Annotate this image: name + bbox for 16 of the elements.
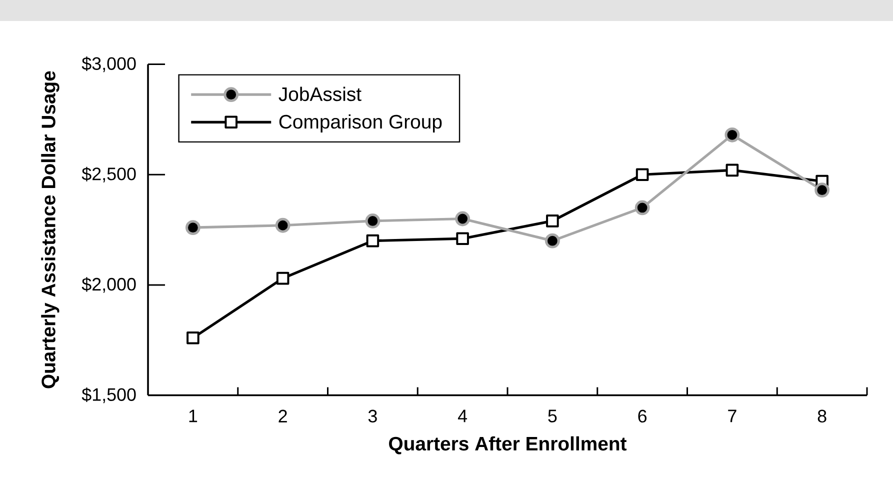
y-tick-label: $3,000 [82, 56, 136, 72]
x-tick-label: 8 [818, 410, 826, 422]
x-tick-label: 4 [458, 410, 468, 422]
legend-label: Comparison Group [279, 114, 442, 132]
x-tick-label: 1 [189, 410, 198, 422]
x-tick-label: 5 [548, 410, 557, 422]
legend-label: JobAssist [278, 86, 362, 102]
x-tick-label: 2 [278, 410, 287, 422]
y-axis-title: Quarterly Assistance Dollar Usage [41, 71, 60, 388]
y-tick-label: $2,500 [82, 166, 136, 182]
x-tick-label: 3 [368, 410, 377, 422]
x-tick-label: 6 [638, 410, 647, 422]
y-tick-label: $1,500 [82, 387, 136, 404]
y-tick-label: $2,000 [82, 277, 136, 293]
x-axis-title: Quarters After Enrollment [389, 436, 627, 454]
x-tick-label: 7 [728, 410, 736, 422]
